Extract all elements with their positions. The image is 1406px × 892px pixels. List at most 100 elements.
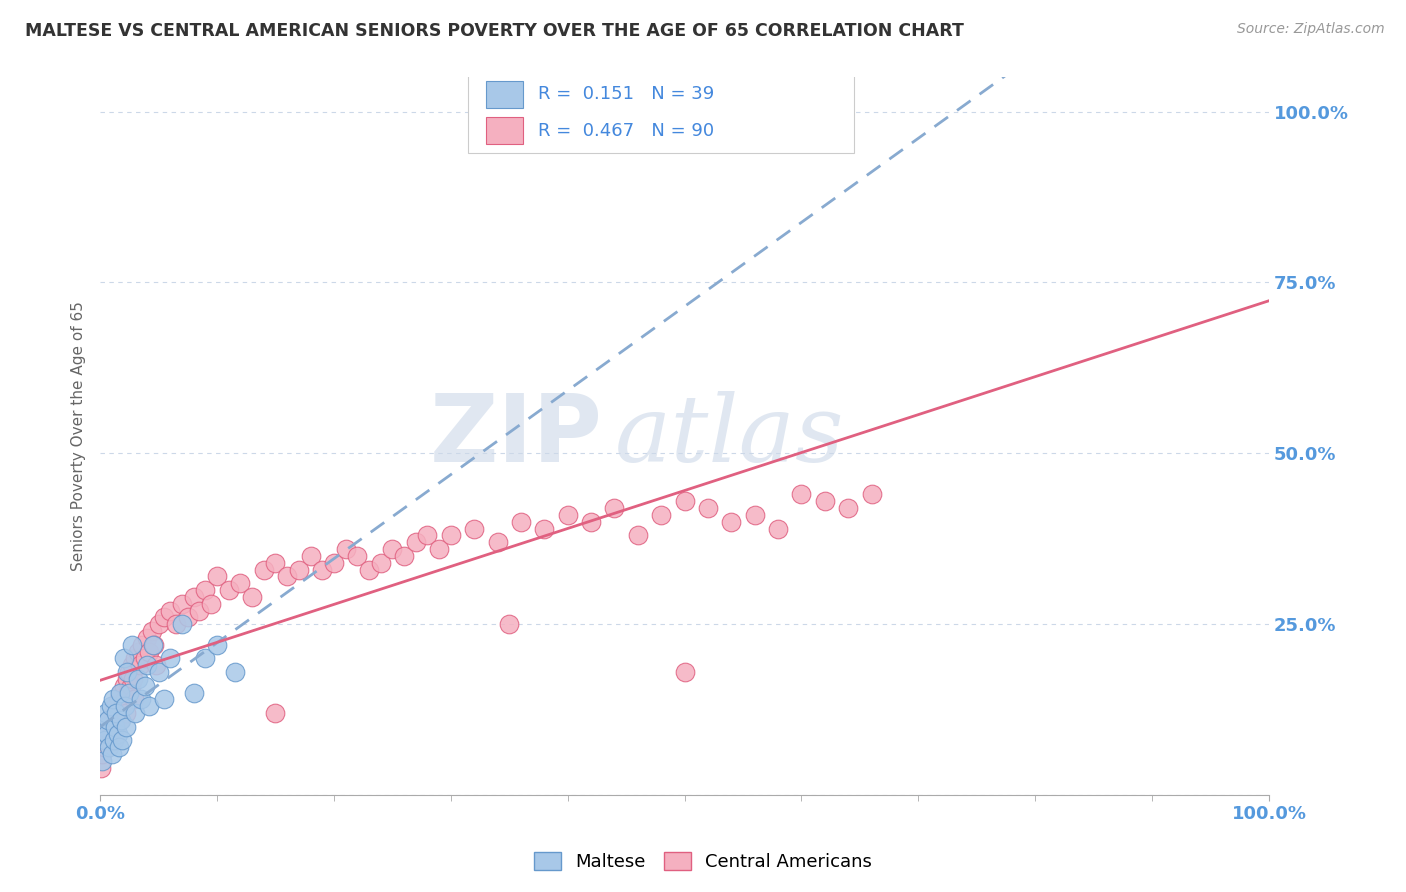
Point — [264, 706, 287, 720]
Point — [114, 692, 136, 706]
Point — [105, 706, 128, 720]
Point — [177, 610, 200, 624]
Point — [170, 617, 193, 632]
Point — [138, 699, 160, 714]
Point — [105, 720, 128, 734]
Point — [463, 522, 485, 536]
Point — [381, 541, 404, 556]
Point — [650, 508, 672, 522]
Point — [114, 699, 136, 714]
Point — [603, 501, 626, 516]
Point — [276, 569, 298, 583]
Point — [440, 528, 463, 542]
Point — [115, 720, 138, 734]
Point — [94, 733, 117, 747]
Legend: Maltese, Central Americans: Maltese, Central Americans — [527, 846, 879, 879]
Point — [148, 665, 170, 679]
Point — [183, 590, 205, 604]
Point — [416, 528, 439, 542]
Point — [579, 515, 602, 529]
Point — [94, 733, 117, 747]
Point — [121, 658, 143, 673]
Point — [121, 638, 143, 652]
Point — [103, 733, 125, 747]
Point — [790, 487, 813, 501]
Point — [135, 658, 157, 673]
Point — [142, 638, 165, 652]
Point — [264, 556, 287, 570]
Point — [112, 651, 135, 665]
Point — [153, 610, 176, 624]
Point — [134, 651, 156, 665]
Point — [127, 644, 149, 658]
Point — [90, 761, 112, 775]
Point — [104, 720, 127, 734]
Point — [94, 726, 117, 740]
Point — [837, 501, 859, 516]
Point — [91, 754, 114, 768]
Point — [96, 720, 118, 734]
Point — [673, 494, 696, 508]
Point — [141, 624, 163, 638]
Point — [118, 685, 141, 699]
Point — [134, 679, 156, 693]
Text: R =  0.151   N = 39: R = 0.151 N = 39 — [538, 85, 714, 103]
Point — [97, 713, 120, 727]
Point — [98, 740, 121, 755]
Point — [392, 549, 415, 563]
Point — [183, 685, 205, 699]
Point — [311, 562, 333, 576]
Point — [101, 720, 124, 734]
Point — [720, 515, 742, 529]
Point — [138, 644, 160, 658]
Point — [96, 726, 118, 740]
Point — [100, 726, 122, 740]
Point — [533, 522, 555, 536]
Point — [170, 597, 193, 611]
Point — [142, 638, 165, 652]
Point — [115, 665, 138, 679]
Point — [98, 713, 121, 727]
Point — [100, 699, 122, 714]
Point — [860, 487, 883, 501]
Point — [145, 658, 167, 673]
Point — [194, 651, 217, 665]
Point — [253, 562, 276, 576]
Point — [200, 597, 222, 611]
Text: Source: ZipAtlas.com: Source: ZipAtlas.com — [1237, 22, 1385, 37]
Point — [673, 665, 696, 679]
Point — [218, 582, 240, 597]
Point — [627, 528, 650, 542]
FancyBboxPatch shape — [468, 70, 853, 153]
Point — [118, 665, 141, 679]
Point — [370, 556, 392, 570]
Point — [111, 733, 134, 747]
Point — [509, 515, 531, 529]
Point — [128, 658, 150, 673]
Point — [124, 706, 146, 720]
Point — [335, 541, 357, 556]
Point — [120, 679, 142, 693]
Point — [557, 508, 579, 522]
Point — [110, 685, 132, 699]
Point — [121, 672, 143, 686]
Point — [486, 535, 509, 549]
Point — [405, 535, 427, 549]
Point — [135, 631, 157, 645]
Point — [112, 679, 135, 693]
Point — [91, 747, 114, 761]
Point — [103, 713, 125, 727]
Point — [240, 590, 263, 604]
Point — [101, 692, 124, 706]
Point — [93, 740, 115, 755]
Y-axis label: Seniors Poverty Over the Age of 65: Seniors Poverty Over the Age of 65 — [72, 301, 86, 571]
Point — [814, 494, 837, 508]
Point — [153, 692, 176, 706]
Point — [110, 713, 132, 727]
Point — [124, 651, 146, 665]
Point — [322, 556, 344, 570]
Text: atlas: atlas — [614, 392, 844, 482]
Text: ZIP: ZIP — [430, 391, 603, 483]
Point — [107, 706, 129, 720]
Point — [498, 617, 520, 632]
